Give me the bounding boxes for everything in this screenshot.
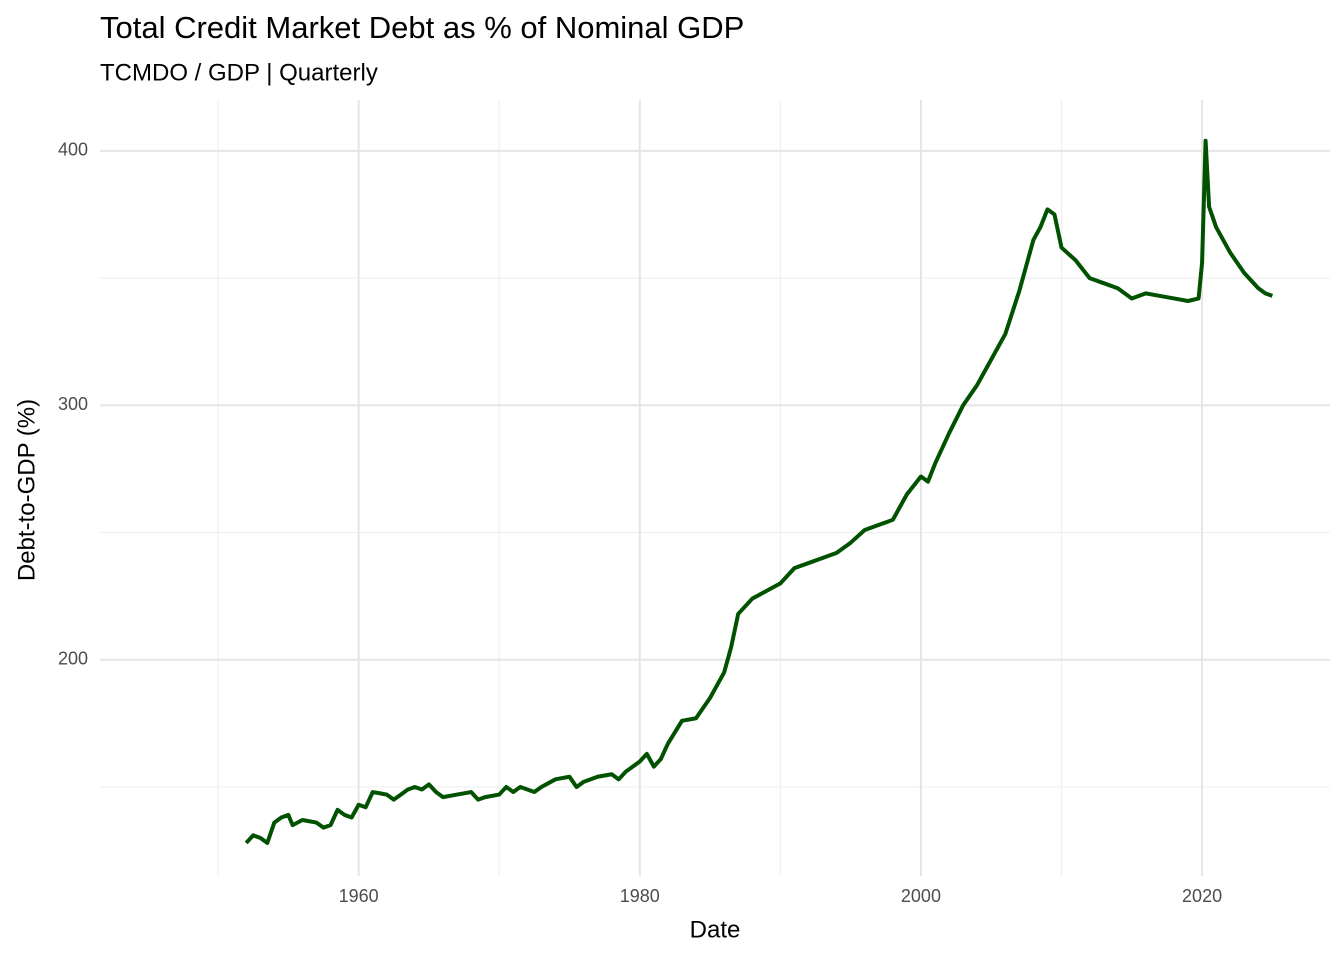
chart-subtitle: TCMDO / GDP | Quarterly — [100, 59, 378, 86]
data-line — [244, 138, 1274, 845]
y-tick-label: 400 — [58, 140, 88, 160]
y-axis-label: Debt-to-GDP (%) — [13, 399, 40, 581]
x-axis-label: Date — [690, 916, 741, 943]
chart-title: Total Credit Market Debt as % of Nominal… — [100, 10, 744, 45]
x-tick-label: 2020 — [1182, 886, 1222, 906]
y-tick-label: 300 — [58, 394, 88, 414]
x-tick-label: 1980 — [620, 886, 660, 906]
x-tick-label: 1960 — [339, 886, 379, 906]
y-tick-label: 200 — [58, 648, 88, 668]
x-tick-label: 2000 — [901, 886, 941, 906]
